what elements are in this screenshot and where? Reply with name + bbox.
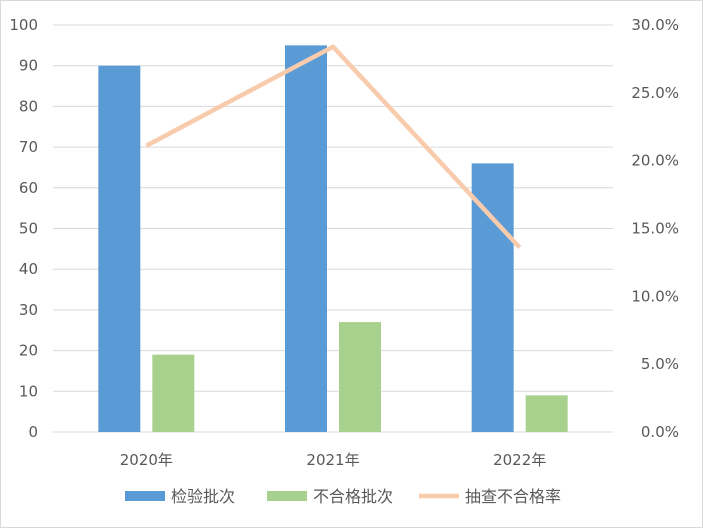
left-tick-label: 70 (19, 138, 38, 156)
legend-label: 抽查不合格率 (465, 487, 561, 506)
left-tick-label: 10 (19, 382, 38, 400)
x-tick-label: 2021年 (306, 451, 359, 469)
right-tick-label: 0.0% (641, 423, 679, 441)
left-tick-label: 90 (19, 57, 38, 75)
right-axis-ticks: 0.0% 5.0% 10.0% 15.0% 20.0% 25.0% 30.0% (631, 16, 679, 441)
rate-line-series (145, 44, 522, 250)
left-tick-label: 40 (19, 260, 38, 278)
bar-failed-0 (152, 354, 195, 432)
gridlines (53, 24, 613, 433)
legend-swatch (267, 491, 307, 501)
left-tick-label: 30 (19, 301, 38, 319)
x-axis-labels: 2020年 2021年 2022年 (120, 451, 547, 469)
x-tick-label: 2022年 (493, 451, 546, 469)
right-tick-label: 20.0% (631, 152, 679, 170)
right-tick-label: 10.0% (631, 287, 679, 305)
bar-inspected-0 (98, 65, 141, 432)
left-tick-label: 0 (28, 423, 38, 441)
bar-failed-1 (339, 322, 381, 432)
left-tick-label: 60 (19, 179, 38, 197)
legend-label: 检验批次 (171, 487, 235, 506)
bars (98, 45, 568, 432)
left-tick-label: 100 (9, 16, 38, 34)
left-axis-ticks: 0 10 20 30 40 50 60 70 80 90 100 (9, 16, 38, 441)
x-tick-label: 2020年 (120, 451, 173, 469)
legend-label: 不合格批次 (313, 487, 393, 506)
legend: 检验批次 不合格批次 抽查不合格率 (125, 487, 561, 506)
left-tick-label: 20 (19, 342, 38, 360)
left-tick-label: 50 (19, 220, 38, 238)
legend-swatch (125, 491, 165, 501)
right-tick-label: 15.0% (631, 220, 679, 238)
bar-inspected-1 (285, 45, 327, 432)
right-tick-label: 30.0% (631, 16, 679, 34)
rate-line (145, 44, 522, 250)
left-tick-label: 80 (19, 97, 38, 115)
right-tick-label: 25.0% (631, 84, 679, 102)
bar-failed-2 (525, 395, 568, 432)
right-tick-label: 5.0% (641, 355, 679, 373)
bar-inspected-2 (471, 163, 514, 432)
